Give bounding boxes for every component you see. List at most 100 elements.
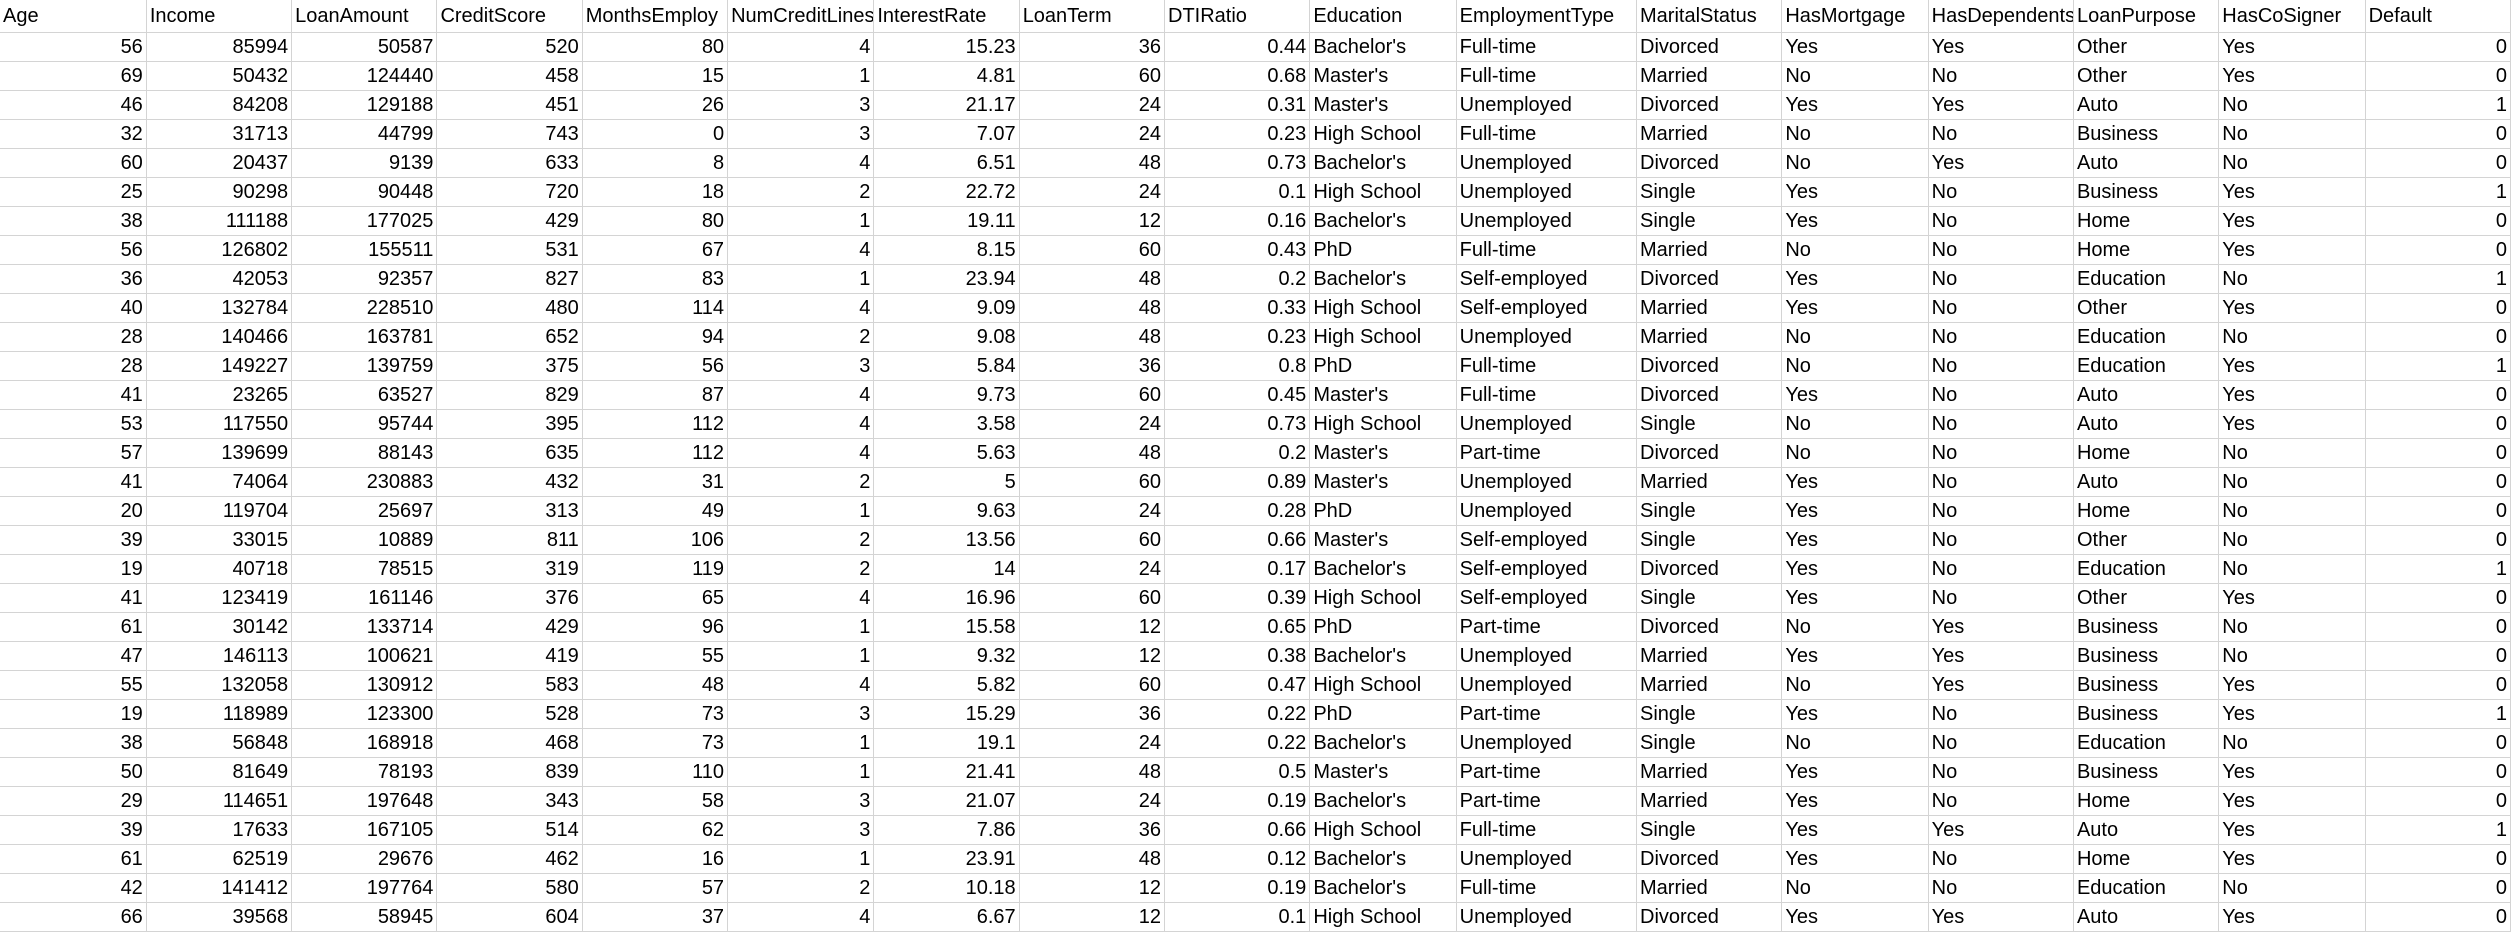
cell[interactable]: 0 (2365, 496, 2511, 526)
cell[interactable]: 2 (727, 322, 875, 352)
cell[interactable]: Single (1636, 206, 1783, 236)
cell[interactable]: Full-time (1456, 119, 1638, 149)
cell[interactable]: 60 (1019, 235, 1166, 265)
cell[interactable]: 141412 (146, 873, 293, 903)
cell[interactable]: Self-employed (1456, 293, 1638, 323)
header-cell[interactable]: HasMortgage (1781, 0, 1929, 33)
cell[interactable]: 63527 (291, 380, 438, 410)
cell[interactable]: Business (2073, 641, 2220, 671)
cell[interactable]: Unemployed (1456, 670, 1638, 700)
cell[interactable]: No (1928, 380, 2074, 410)
cell[interactable]: 4 (727, 438, 875, 468)
cell[interactable]: 10.18 (873, 873, 1020, 903)
cell[interactable]: 633 (436, 148, 583, 178)
cell[interactable]: Unemployed (1456, 496, 1638, 526)
cell[interactable]: 230883 (291, 467, 438, 497)
cell[interactable]: Yes (1781, 815, 1929, 845)
cell[interactable]: 0 (2365, 844, 2511, 874)
cell[interactable]: 13.56 (873, 525, 1020, 555)
cell[interactable]: Yes (1781, 90, 1929, 120)
cell[interactable]: 0.5 (1164, 757, 1311, 787)
cell[interactable]: Education (2073, 351, 2220, 381)
cell[interactable]: No (1928, 844, 2074, 874)
cell[interactable]: 0 (2365, 322, 2511, 352)
cell[interactable]: 24 (1019, 496, 1166, 526)
cell[interactable]: Married (1636, 873, 1783, 903)
cell[interactable]: 4.81 (873, 61, 1020, 91)
cell[interactable]: 26 (582, 90, 729, 120)
cell[interactable]: 90298 (146, 177, 293, 207)
cell[interactable]: 28 (0, 322, 147, 352)
cell[interactable]: 827 (436, 264, 583, 294)
cell[interactable]: 21.07 (873, 786, 1020, 816)
cell[interactable]: 376 (436, 583, 583, 613)
cell[interactable]: 0.12 (1164, 844, 1311, 874)
cell[interactable]: Yes (1781, 496, 1929, 526)
cell[interactable]: High School (1309, 670, 1457, 700)
cell[interactable]: 829 (436, 380, 583, 410)
cell[interactable]: 123300 (291, 699, 438, 729)
cell[interactable]: Yes (2218, 32, 2366, 62)
cell[interactable]: 9.08 (873, 322, 1020, 352)
cell[interactable]: 24 (1019, 119, 1166, 149)
cell[interactable]: Single (1636, 496, 1783, 526)
cell[interactable]: 0.89 (1164, 467, 1311, 497)
cell[interactable]: High School (1309, 119, 1457, 149)
cell[interactable]: PhD (1309, 612, 1457, 642)
cell[interactable]: Single (1636, 699, 1783, 729)
cell[interactable]: 1 (2365, 699, 2511, 729)
cell[interactable]: 140466 (146, 322, 293, 352)
cell[interactable]: No (1928, 554, 2074, 584)
cell[interactable]: Bachelor's (1309, 206, 1457, 236)
cell[interactable]: 42053 (146, 264, 293, 294)
cell[interactable]: Master's (1309, 757, 1457, 787)
cell[interactable]: 16 (582, 844, 729, 874)
cell[interactable]: Bachelor's (1309, 641, 1457, 671)
cell[interactable]: 1 (727, 61, 875, 91)
cell[interactable]: Single (1636, 728, 1783, 758)
header-cell[interactable]: MonthsEmploy (582, 0, 729, 33)
cell[interactable]: 4 (727, 293, 875, 323)
cell[interactable]: 4 (727, 670, 875, 700)
cell[interactable]: No (2218, 525, 2366, 555)
cell[interactable]: 95744 (291, 409, 438, 439)
cell[interactable]: No (1928, 728, 2074, 758)
cell[interactable]: Unemployed (1456, 641, 1638, 671)
cell[interactable]: 60 (1019, 61, 1166, 91)
cell[interactable]: No (1928, 583, 2074, 613)
cell[interactable]: 81649 (146, 757, 293, 787)
cell[interactable]: 0 (2365, 206, 2511, 236)
cell[interactable]: 5.63 (873, 438, 1020, 468)
cell[interactable]: 48 (1019, 844, 1166, 874)
cell[interactable]: Yes (2218, 409, 2366, 439)
cell[interactable]: 48 (1019, 148, 1166, 178)
cell[interactable]: 2 (727, 525, 875, 555)
cell[interactable]: 0.38 (1164, 641, 1311, 671)
cell[interactable]: Master's (1309, 380, 1457, 410)
cell[interactable]: 55 (582, 641, 729, 671)
cell[interactable]: 635 (436, 438, 583, 468)
cell[interactable]: 23265 (146, 380, 293, 410)
cell[interactable]: Bachelor's (1309, 32, 1457, 62)
cell[interactable]: Divorced (1636, 844, 1783, 874)
cell[interactable]: High School (1309, 902, 1457, 932)
cell[interactable]: 15.58 (873, 612, 1020, 642)
cell[interactable]: 0.22 (1164, 699, 1311, 729)
cell[interactable]: 531 (436, 235, 583, 265)
cell[interactable]: 743 (436, 119, 583, 149)
cell[interactable]: Yes (1781, 699, 1929, 729)
cell[interactable]: Bachelor's (1309, 554, 1457, 584)
cell[interactable]: 0.45 (1164, 380, 1311, 410)
cell[interactable]: 19 (0, 699, 147, 729)
cell[interactable]: Self-employed (1456, 554, 1638, 584)
cell[interactable]: 47 (0, 641, 147, 671)
cell[interactable]: 0.73 (1164, 409, 1311, 439)
cell[interactable]: 60 (1019, 467, 1166, 497)
cell[interactable]: 0 (2365, 61, 2511, 91)
cell[interactable]: Part-time (1456, 757, 1638, 787)
cell[interactable]: 33015 (146, 525, 293, 555)
cell[interactable]: 36 (1019, 815, 1166, 845)
cell[interactable]: 375 (436, 351, 583, 381)
cell[interactable]: High School (1309, 815, 1457, 845)
cell[interactable]: 36 (1019, 699, 1166, 729)
